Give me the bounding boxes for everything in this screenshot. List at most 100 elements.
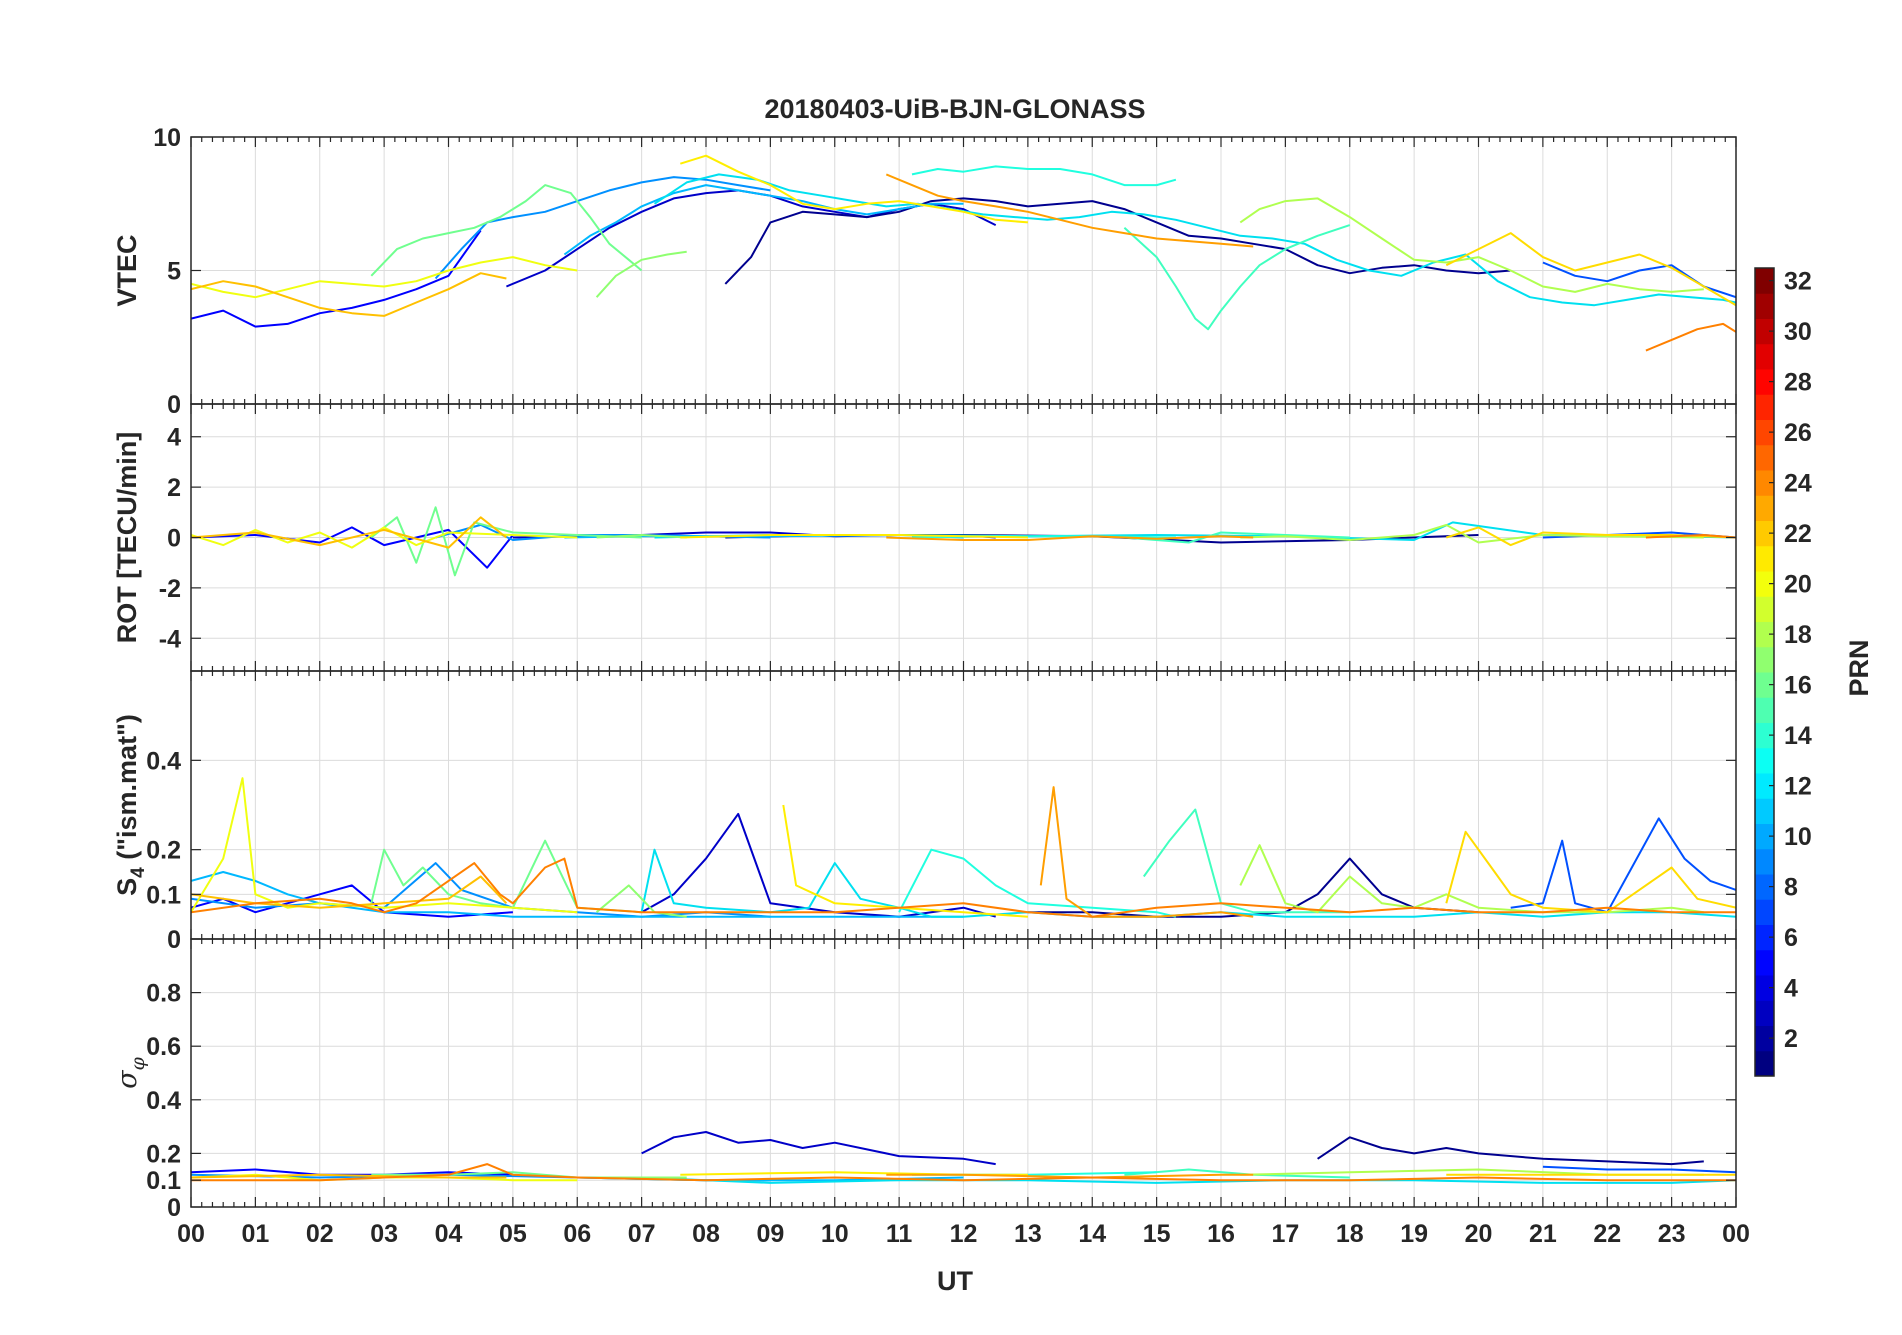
series-prn-17-line	[595, 884, 687, 918]
colorbar-tick-label: 30	[1784, 318, 1812, 346]
x-tick-label: 10	[821, 1220, 849, 1248]
series-prn-24-line	[191, 1163, 1736, 1182]
colorbar-segment	[1755, 823, 1774, 850]
x-tick-label: 07	[628, 1220, 656, 1248]
series-prn-17-line	[596, 534, 687, 539]
y-tick-label: 0	[167, 391, 181, 419]
colorbar-segment	[1755, 773, 1774, 799]
series-prn-16-line	[370, 184, 643, 277]
y-axis-label-main: S	[112, 878, 142, 896]
series-prn-8-line	[434, 176, 771, 280]
x-tick-label: 21	[1529, 1220, 1557, 1248]
y-axis-label-rest: ("ism.mat")	[112, 714, 142, 867]
series-prn-5-line	[1542, 1165, 1736, 1174]
x-tick-label: 20	[1465, 1220, 1493, 1248]
colorbar-segment	[1755, 268, 1774, 294]
colorbar-segment	[1755, 722, 1774, 749]
y-axis-label: σφ	[112, 1056, 149, 1088]
x-tick-label: 03	[370, 1220, 398, 1248]
panel-rot: -4 -2 0 2 4 ROT [TECU/min]	[112, 403, 1737, 672]
series-prn-20-line	[191, 526, 578, 549]
colorbar-segment	[1755, 293, 1774, 319]
series-prn-15-line	[1142, 808, 1350, 914]
series-prn-21-line	[680, 534, 1028, 539]
colorbar-tick-label: 4	[1784, 975, 1798, 1003]
y-tick-label: 0	[167, 926, 181, 954]
colorbar-segment	[1755, 369, 1774, 395]
colorbar-tick-label: 24	[1784, 470, 1812, 498]
y-axis-label: VTEC	[112, 234, 142, 306]
colorbar-segment	[1755, 545, 1774, 572]
series-prn-3-line	[191, 229, 482, 328]
y-tick-label: 0.4	[146, 1087, 181, 1115]
panel-sigma: 00.10.2 0.4 0.6 0.8 σφ	[112, 938, 1737, 1222]
y-tick-label: 0.4	[146, 747, 181, 775]
y-tick-label: 0.1	[146, 881, 181, 909]
y-axis-label-main: σ	[112, 1069, 143, 1089]
series-prn-22-line	[191, 516, 508, 549]
colorbar-segment	[1755, 343, 1774, 370]
colorbar-segment	[1755, 1050, 1774, 1077]
colorbar-segment	[1755, 697, 1774, 723]
colorbar-frame	[1754, 267, 1775, 1077]
y-axis-label: S4 ("ism.mat")	[112, 714, 149, 896]
series-prn-20-line	[191, 256, 578, 299]
colorbar-segment	[1755, 848, 1774, 875]
x-tick-label: 05	[499, 1220, 527, 1248]
colorbar-segment	[1755, 899, 1774, 925]
panel-traces	[191, 1131, 1736, 1184]
colorbar-segment	[1755, 975, 1774, 1001]
y-tick-label: 0.1	[146, 1167, 181, 1195]
colorbar-tick-label: 20	[1784, 571, 1812, 599]
series-prn-21-line	[1446, 526, 1736, 547]
colorbar-tick-label: 22	[1784, 520, 1812, 548]
series-prn-17-line	[595, 250, 687, 298]
x-tick-label: 18	[1336, 1220, 1364, 1248]
colorbar-tick-label: 14	[1784, 722, 1812, 750]
colorbar-segment	[1755, 672, 1774, 698]
series-prn-3-line	[191, 526, 514, 569]
colorbar-tick-label: 32	[1784, 268, 1812, 296]
series-prn-15-line	[1123, 224, 1351, 331]
series-prn-5-line	[1510, 817, 1736, 914]
x-tick-label: 09	[756, 1220, 784, 1248]
series-prn-16-line	[370, 839, 642, 914]
series-prn-12-line	[653, 173, 1736, 307]
panel-traces	[191, 506, 1736, 577]
y-axis-label-sub: 4	[128, 867, 149, 878]
colorbar-tick-label: 10	[1784, 823, 1812, 851]
colorbar-segment	[1755, 419, 1774, 446]
series-prn-18-line	[1240, 523, 1704, 544]
x-tick-label: 23	[1658, 1220, 1686, 1248]
series-prn-22-line	[191, 272, 507, 317]
colorbar-tick-label: 12	[1784, 773, 1812, 801]
x-tick-label: 04	[435, 1220, 463, 1248]
y-tick-label: 5	[167, 258, 181, 286]
colorbar-tick-label: 8	[1784, 874, 1798, 902]
x-tick-label: 01	[241, 1220, 269, 1248]
panel-traces	[191, 777, 1736, 918]
x-tick-label: 02	[306, 1220, 334, 1248]
series-prn-18-line	[1239, 197, 1704, 293]
colorbar-segment	[1755, 470, 1774, 496]
colorbar-segment	[1755, 949, 1774, 976]
colorbar-segment	[1755, 318, 1774, 345]
colorbar-tick-label: 6	[1784, 924, 1798, 952]
colorbar-tick-label: 18	[1784, 621, 1812, 649]
series-prn-12-line	[641, 1176, 1736, 1184]
colorbar-segment	[1755, 444, 1774, 471]
series-prn-2-line	[641, 1131, 996, 1166]
colorbar-segment	[1755, 520, 1774, 547]
series-prn-21-line	[1445, 830, 1736, 914]
x-tick-label: 15	[1143, 1220, 1171, 1248]
colorbar-segment	[1755, 646, 1774, 673]
series-prn-21-line	[782, 804, 1028, 918]
x-tick-label: 06	[563, 1220, 591, 1248]
series-prn-24-line	[1645, 534, 1736, 539]
y-tick-label: 2	[167, 474, 181, 502]
y-tick-label: -2	[159, 575, 181, 603]
x-tick-label: 16	[1207, 1220, 1235, 1248]
